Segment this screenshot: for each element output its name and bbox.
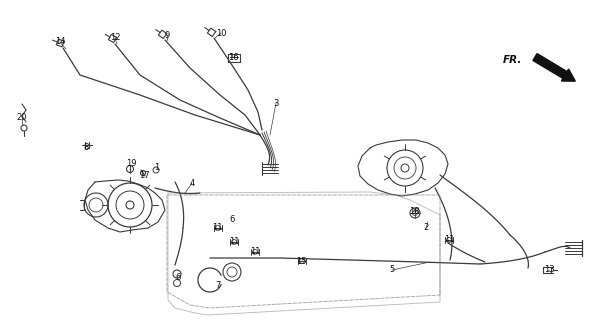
Text: 16: 16 (228, 53, 239, 62)
Text: FR.: FR. (503, 55, 522, 65)
Text: 6: 6 (229, 215, 235, 225)
Text: 20: 20 (16, 114, 27, 123)
Text: 18: 18 (409, 207, 419, 217)
Text: 3: 3 (273, 99, 279, 108)
Text: 1: 1 (154, 164, 160, 172)
Text: 11: 11 (212, 223, 222, 233)
Text: 15: 15 (296, 258, 306, 267)
Text: 8: 8 (84, 143, 88, 153)
Text: 2: 2 (423, 223, 429, 233)
Text: 11: 11 (229, 237, 239, 246)
Text: 13: 13 (544, 266, 554, 275)
Text: 11: 11 (249, 247, 260, 257)
Text: 19: 19 (126, 158, 136, 167)
Text: 14: 14 (55, 37, 65, 46)
Text: 17: 17 (138, 171, 149, 180)
Text: 12: 12 (110, 34, 120, 43)
Text: 10: 10 (216, 28, 226, 37)
Text: 4: 4 (189, 179, 195, 188)
Text: 9: 9 (164, 30, 170, 39)
Text: 11: 11 (443, 236, 454, 244)
FancyArrow shape (533, 53, 575, 81)
Text: 5: 5 (389, 266, 395, 275)
Text: 6: 6 (175, 274, 181, 283)
Text: 7: 7 (215, 282, 221, 291)
